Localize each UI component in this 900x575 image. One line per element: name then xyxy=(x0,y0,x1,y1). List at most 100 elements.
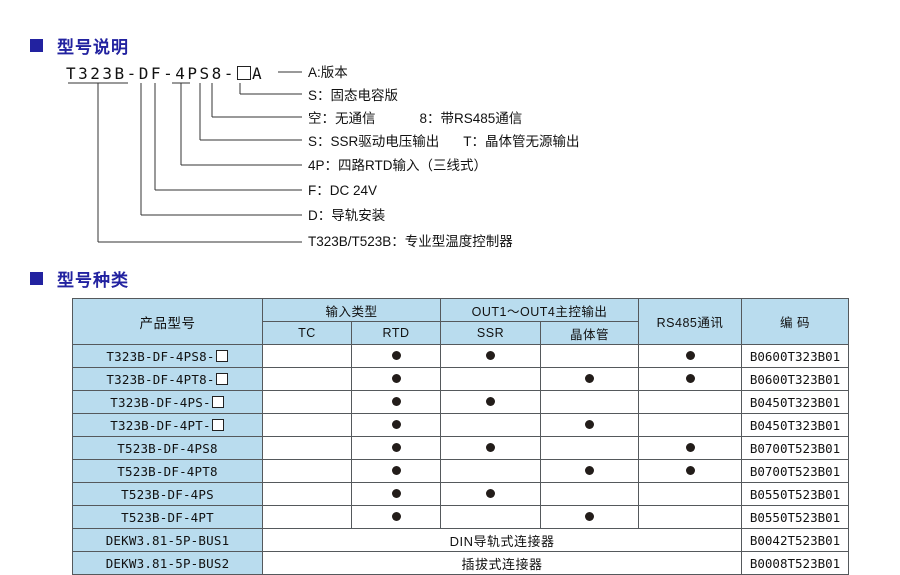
placeholder-box-icon xyxy=(236,66,251,80)
cell-code: B0550T523B01 xyxy=(741,482,850,506)
cell-product-model: T523B-DF-4PT8 xyxy=(72,459,263,483)
cell-transistor xyxy=(540,367,640,391)
cell-rtd xyxy=(350,390,442,414)
cell-tc xyxy=(262,344,352,368)
legend-item-communication: 空：无通信 8：带RS485通信 xyxy=(308,112,522,126)
filled-dot-icon xyxy=(486,489,496,498)
legend-item-power-supply: F：DC 24V xyxy=(308,184,377,198)
filled-dot-icon xyxy=(391,397,401,406)
filled-dot-icon xyxy=(391,351,401,360)
filled-dot-icon xyxy=(391,489,401,498)
cell-rtd xyxy=(350,436,442,460)
cell-tc xyxy=(262,367,352,391)
cell-ssr xyxy=(440,413,542,437)
cell-tc xyxy=(262,413,352,437)
square-bullet-icon xyxy=(30,272,43,285)
filled-dot-icon xyxy=(391,420,401,429)
placeholder-box-icon xyxy=(215,349,228,362)
cell-transistor xyxy=(540,482,640,506)
cell-code: B0700T523B01 xyxy=(741,459,850,483)
cell-tc xyxy=(262,436,352,460)
cell-code: B0042T523B01 xyxy=(741,528,850,552)
cell-code: B0450T323B01 xyxy=(741,413,850,437)
legend-item-series: T323B/T523B：专业型温度控制器 xyxy=(308,235,513,249)
cell-product-model: T523B-DF-4PS8 xyxy=(72,436,263,460)
model-number-breakdown-diagram: T323B-DF-4PS8- A A:版本 S：固态电容版 空：无通信 8：带RS… xyxy=(0,0,900,260)
cell-connector-description: 插拔式连接器 xyxy=(261,551,743,575)
cell-tc xyxy=(262,505,352,529)
model-code-text: T323B-DF-4PS8- xyxy=(66,64,236,83)
cell-rtd xyxy=(350,413,442,437)
legend-text: T323B/T523B：专业型温度控制器 xyxy=(308,234,513,249)
cell-product-model: T523B-DF-4PT xyxy=(72,505,263,529)
cell-rtd xyxy=(350,505,442,529)
table-row: T523B-DF-4PT B0550T523B01 xyxy=(72,505,850,529)
legend-alt-text: 8：带RS485通信 xyxy=(419,111,523,126)
cell-rs485 xyxy=(638,436,743,460)
section-heading-model-types: 型号种类 xyxy=(30,266,129,291)
filled-dot-icon xyxy=(486,397,496,406)
cell-transistor xyxy=(540,505,640,529)
table-row: T323B-DF-4PT- B0450T323B01 xyxy=(72,413,850,437)
filled-dot-icon xyxy=(486,351,496,360)
legend-item-mounting: D：导轨安装 xyxy=(308,209,385,223)
legend-item-capacitor: S：固态电容版 xyxy=(308,89,398,103)
square-bullet-icon xyxy=(30,39,43,52)
col-header-input-type: 输入类型 xyxy=(261,298,442,322)
cell-rs485 xyxy=(638,413,743,437)
cell-code: B0550T523B01 xyxy=(741,505,850,529)
col-header-code: 编 码 xyxy=(741,298,850,345)
filled-dot-icon xyxy=(685,443,695,452)
col-header-ssr: SSR xyxy=(440,321,542,345)
filled-dot-icon xyxy=(585,374,595,383)
col-header-rtd: RTD xyxy=(350,321,442,345)
col-header-main-output: OUT1～OUT4主控输出 xyxy=(440,298,640,322)
cell-tc xyxy=(262,390,352,414)
cell-ssr xyxy=(440,505,542,529)
cell-ssr xyxy=(440,390,542,414)
cell-code: B0008T523B01 xyxy=(741,551,850,575)
legend-item-input-channels: 4P：四路RTD输入（三线式） xyxy=(308,159,487,173)
col-header-product-model: 产品型号 xyxy=(72,298,263,345)
filled-dot-icon xyxy=(585,420,595,429)
legend-text: S：SSR驱动电压输出 xyxy=(308,134,440,149)
filled-dot-icon xyxy=(585,466,595,475)
model-code-string: T323B-DF-4PS8- xyxy=(66,64,252,83)
legend-text: D：导轨安装 xyxy=(308,208,386,223)
legend-text: A:版本 xyxy=(308,65,348,80)
cell-ssr xyxy=(440,367,542,391)
filled-dot-icon xyxy=(585,512,595,521)
cell-product-model: T323B-DF-4PT8- xyxy=(72,367,263,391)
cell-code: B0700T523B01 xyxy=(741,436,850,460)
cell-tc xyxy=(262,459,352,483)
table-row: DEKW3.81-5P-BUS2 插拔式连接器 B0008T523B01 xyxy=(72,551,850,575)
cell-rtd xyxy=(350,482,442,506)
leader-lines-svg xyxy=(68,71,302,243)
cell-rs485 xyxy=(638,482,743,506)
cell-transistor xyxy=(540,436,640,460)
cell-rs485 xyxy=(638,344,743,368)
cell-transistor xyxy=(540,413,640,437)
table-header-row-top: 产品型号 输入类型 OUT1～OUT4主控输出 RS485通讯 编 码 xyxy=(72,298,850,345)
table-body: T323B-DF-4PS8- B0600T323B01 T323B-DF-4PT8-… xyxy=(72,344,850,575)
section-title-text: 型号说明 xyxy=(57,38,129,57)
cell-rtd xyxy=(350,344,442,368)
table-row: T523B-DF-4PS B0550T523B01 xyxy=(72,482,850,506)
table-row: DEKW3.81-5P-BUS1 DIN导轨式连接器 B0042T523B01 xyxy=(72,528,850,552)
legend-text: 空：无通信 xyxy=(308,111,376,126)
cell-product-model: T323B-DF-4PT- xyxy=(72,413,263,437)
table-row: T323B-DF-4PS8- B0600T323B01 xyxy=(72,344,850,368)
cell-code: B0450T323B01 xyxy=(741,390,850,414)
col-header-transistor: 晶体管 xyxy=(540,321,640,345)
table-row: T523B-DF-4PT8 B0700T523B01 xyxy=(72,459,850,483)
table-row: T523B-DF-4PS8 B0700T523B01 xyxy=(72,436,850,460)
cell-product-model: T523B-DF-4PS xyxy=(72,482,263,506)
legend-item-version: A:版本 xyxy=(308,66,348,80)
filled-dot-icon xyxy=(685,466,695,475)
cell-connector-description: DIN导轨式连接器 xyxy=(261,528,743,552)
filled-dot-icon xyxy=(685,374,695,383)
filled-dot-icon xyxy=(486,443,496,452)
placeholder-box-icon xyxy=(215,372,228,385)
legend-text: F：DC 24V xyxy=(308,183,378,198)
col-header-rs485: RS485通讯 xyxy=(638,298,743,345)
